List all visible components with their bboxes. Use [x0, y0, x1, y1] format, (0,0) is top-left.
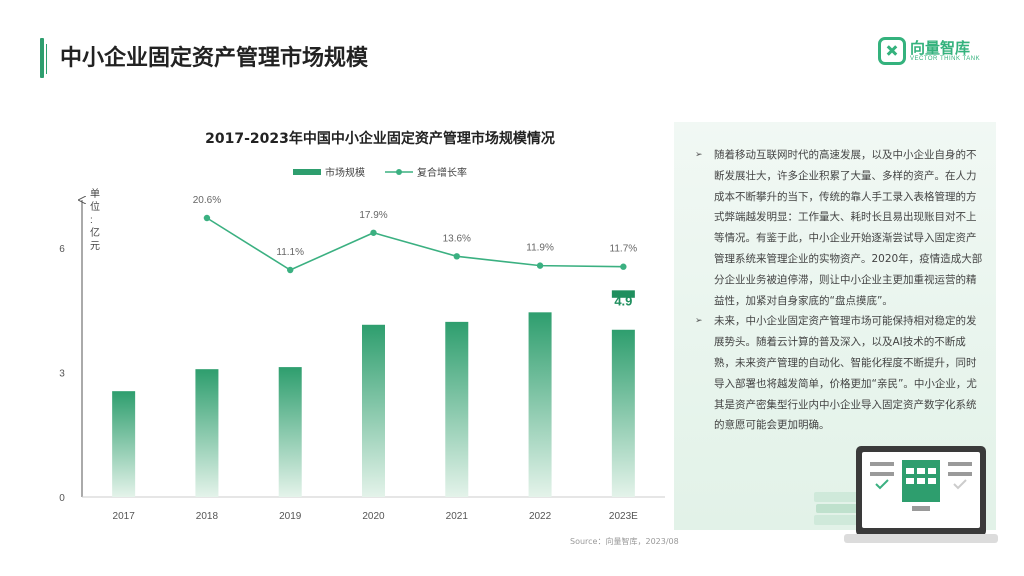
- bar: [445, 321, 469, 497]
- x-tick-label: 2018: [196, 511, 219, 522]
- x-tick-label: 2020: [362, 511, 385, 522]
- bar: [112, 391, 136, 497]
- y-axis-label-char: 元: [90, 241, 100, 252]
- bar: [278, 367, 302, 497]
- title-accent-line: [46, 44, 47, 74]
- logo-name: 向量智库: [910, 39, 971, 57]
- x-tick-label: 2017: [113, 511, 136, 522]
- x-tick-label: 2019: [279, 511, 302, 522]
- bullet-icon: ➢: [695, 316, 703, 327]
- analysis-text: ➢ 随着移动互联网时代的高速发展，以及中小企业自身的不断发展壮大，许多企业积累了…: [695, 145, 983, 436]
- y-tick-label: 3: [59, 369, 65, 380]
- chart-title: 2017-2023年中国中小企业固定资产管理市场规模情况: [205, 131, 555, 147]
- growth-rate-point: [287, 266, 294, 274]
- bar: [362, 324, 385, 497]
- growth-rate-label: 20.6%: [193, 195, 221, 206]
- growth-rate-label: 13.6%: [443, 233, 471, 244]
- y-axis-label-char: 位: [90, 200, 100, 213]
- y-axis-label-char: :: [90, 215, 93, 226]
- paragraph-text: 未来，中小企业固定资产管理市场可能保持相对稳定的发展势头。随着云计算的普及深入，…: [714, 315, 977, 432]
- analysis-paragraph-1: ➢ 随着移动互联网时代的高速发展，以及中小企业自身的不断发展壮大，许多企业积累了…: [695, 145, 983, 311]
- legend-swatch-bar: [293, 169, 321, 175]
- bar: [611, 329, 635, 497]
- bar: [195, 369, 219, 497]
- growth-rate-point: [620, 263, 627, 270]
- y-axis-label: 单位:亿元: [90, 188, 100, 252]
- growth-rate-line: [206, 217, 624, 271]
- bar: [528, 312, 552, 497]
- x-tick-label: 2021: [446, 511, 469, 522]
- growth-rate-label: 11.1%: [276, 247, 304, 258]
- legend-swatch-point: [396, 169, 402, 175]
- growth-rate-label: 17.9%: [359, 210, 387, 221]
- growth-rate-point: [370, 229, 377, 236]
- legend-label-line: 复合增长率: [417, 166, 467, 179]
- source-note: Source：向量智库，2023/08: [570, 537, 679, 546]
- analysis-paragraph-2: ➢ 未来，中小企业固定资产管理市场可能保持相对稳定的发展势头。随着云计算的普及深…: [695, 311, 983, 436]
- growth-rate-label: 11.9%: [526, 243, 554, 254]
- laptop-illustration: [814, 446, 998, 543]
- bullet-icon: ➢: [695, 150, 703, 160]
- paragraph-text: 随着移动互联网时代的高速发展，以及中小企业自身的不断发展壮大，许多企业积累了大量…: [714, 149, 983, 307]
- x-tick-label: 2023E: [609, 511, 638, 522]
- bar-value-label: 4.9: [614, 293, 632, 308]
- legend-label-bar: 市场规模: [325, 166, 365, 179]
- logo-subtitle: VECTOR THINK TANK: [910, 56, 981, 62]
- growth-rate-point: [453, 253, 460, 260]
- y-tick-label: 0: [59, 493, 65, 504]
- page-title: 中小企业固定资产管理市场规模: [60, 46, 369, 71]
- y-axis-label-char: 亿: [90, 226, 100, 239]
- market-size-chart: 市场规模 复合增长率 单位:亿元 0 3 6 2017 2018 2019 2020 2021 20…: [59, 166, 665, 522]
- y-axis-label-char: 单: [90, 188, 100, 200]
- bar-highlight: [611, 290, 635, 298]
- y-tick-label: 6: [59, 244, 65, 255]
- brand-logo: 向量智库 VECTOR THINK TANK: [878, 37, 980, 65]
- growth-rate-label: 11.7%: [610, 244, 638, 255]
- x-tick-label: 2022: [529, 511, 552, 522]
- growth-rate-point: [536, 262, 544, 269]
- growth-rate-point: [203, 214, 211, 222]
- title-accent-bar: [40, 38, 44, 78]
- logo-icon: [878, 37, 906, 65]
